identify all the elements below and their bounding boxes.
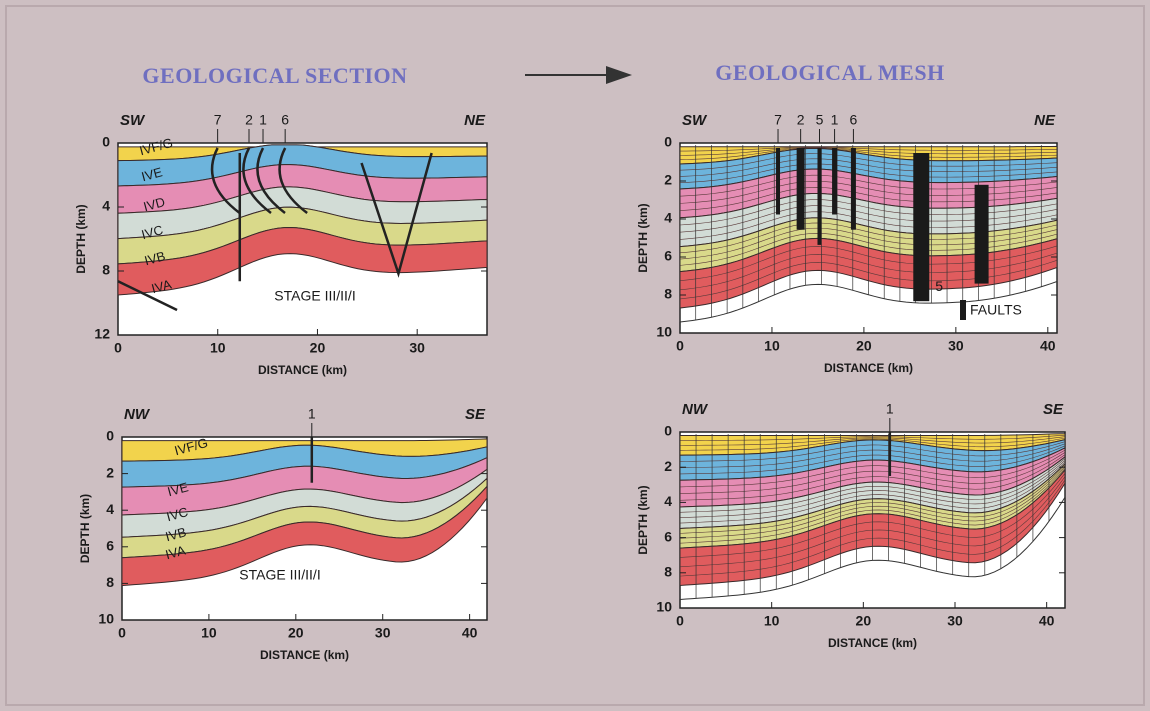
x-tick-label: 20 [310, 340, 326, 356]
x-tick-label: 20 [856, 338, 872, 354]
x-tick-label: 30 [947, 613, 963, 629]
y-tick-label: 4 [664, 493, 672, 509]
y-tick-label: 10 [656, 324, 672, 340]
x-tick-label: 0 [676, 613, 684, 629]
fault-label: 7 [774, 112, 782, 128]
corner-label: NW [124, 406, 151, 423]
y-tick-label: 8 [664, 564, 672, 580]
y-tick-label: 12 [94, 326, 110, 342]
fault [913, 153, 929, 301]
x-axis-title: DISTANCE (km) [260, 648, 349, 662]
y-tick-label: 0 [664, 423, 672, 439]
y-tick-label: 8 [106, 574, 114, 590]
x-tick-label: 30 [409, 340, 425, 356]
fault-label: 5 [816, 112, 824, 128]
y-tick-label: 10 [98, 611, 114, 627]
y-axis-title: DEPTH (km) [78, 494, 92, 563]
y-tick-label: 4 [106, 501, 114, 517]
x-tick-label: 0 [676, 338, 684, 354]
fault [975, 185, 989, 284]
fault-label: 1 [886, 401, 894, 417]
fault-label: 6 [281, 112, 289, 128]
fault [797, 148, 805, 230]
fault [776, 148, 780, 215]
fault-label: 1 [259, 112, 267, 128]
x-tick-label: 30 [948, 338, 964, 354]
y-tick-label: 8 [664, 286, 672, 302]
stage-label: STAGE III/II/I [239, 567, 320, 583]
corner-label: SW [120, 112, 146, 129]
y-tick-label: 0 [106, 428, 114, 444]
corner-label: NW [682, 401, 709, 418]
x-tick-label: 40 [1039, 613, 1055, 629]
fault [832, 148, 837, 215]
x-tick-label: 10 [764, 613, 780, 629]
fault-label: 1 [308, 406, 316, 422]
y-tick-label: 6 [106, 538, 114, 554]
corner-label: SE [465, 406, 486, 423]
x-tick-label: 0 [118, 625, 126, 641]
x-tick-label: 10 [210, 340, 226, 356]
fault-label: 2 [245, 112, 253, 128]
legend-label: FAULTS [970, 302, 1022, 318]
x-tick-label: 0 [114, 340, 122, 356]
y-tick-label: 6 [664, 248, 672, 264]
y-tick-label: 2 [664, 172, 672, 188]
fault-marker-label: 5 [935, 278, 943, 294]
y-tick-label: 6 [664, 528, 672, 544]
x-tick-label: 30 [375, 625, 391, 641]
y-tick-label: 2 [664, 458, 672, 474]
corner-label: SE [1043, 401, 1064, 418]
legend-swatch [960, 300, 966, 320]
x-tick-label: 40 [462, 625, 478, 641]
corner-label: NE [464, 112, 486, 129]
corner-label: SW [682, 112, 708, 129]
y-tick-label: 4 [664, 210, 672, 226]
y-axis-title: DEPTH (km) [636, 203, 650, 272]
y-axis-title: DEPTH (km) [636, 485, 650, 554]
mesh-title: GEOLOGICAL MESH [715, 60, 944, 85]
figure: GEOLOGICAL SECTION GEOLOGICAL MESH 7216I… [0, 0, 1150, 711]
section-title: GEOLOGICAL SECTION [142, 63, 407, 88]
fault-label: 6 [850, 112, 858, 128]
x-tick-label: 20 [288, 625, 304, 641]
x-tick-label: 10 [201, 625, 217, 641]
fault-label: 2 [797, 112, 805, 128]
x-tick-label: 40 [1040, 338, 1056, 354]
x-tick-label: 10 [764, 338, 780, 354]
x-axis-title: DISTANCE (km) [258, 363, 347, 377]
stage-label: STAGE III/II/I [274, 288, 355, 304]
y-tick-label: 4 [102, 198, 110, 214]
y-tick-label: 10 [656, 599, 672, 615]
x-axis-title: DISTANCE (km) [828, 636, 917, 650]
y-tick-label: 8 [102, 262, 110, 278]
y-tick-label: 0 [664, 134, 672, 150]
y-axis-title: DEPTH (km) [74, 204, 88, 273]
y-tick-label: 0 [102, 134, 110, 150]
fault [817, 148, 821, 245]
corner-label: NE [1034, 112, 1056, 129]
fault-label: 7 [214, 112, 222, 128]
y-tick-label: 2 [106, 464, 114, 480]
x-axis-title: DISTANCE (km) [824, 361, 913, 375]
x-tick-label: 20 [856, 613, 872, 629]
fault [851, 148, 856, 230]
fault-label: 1 [831, 112, 839, 128]
